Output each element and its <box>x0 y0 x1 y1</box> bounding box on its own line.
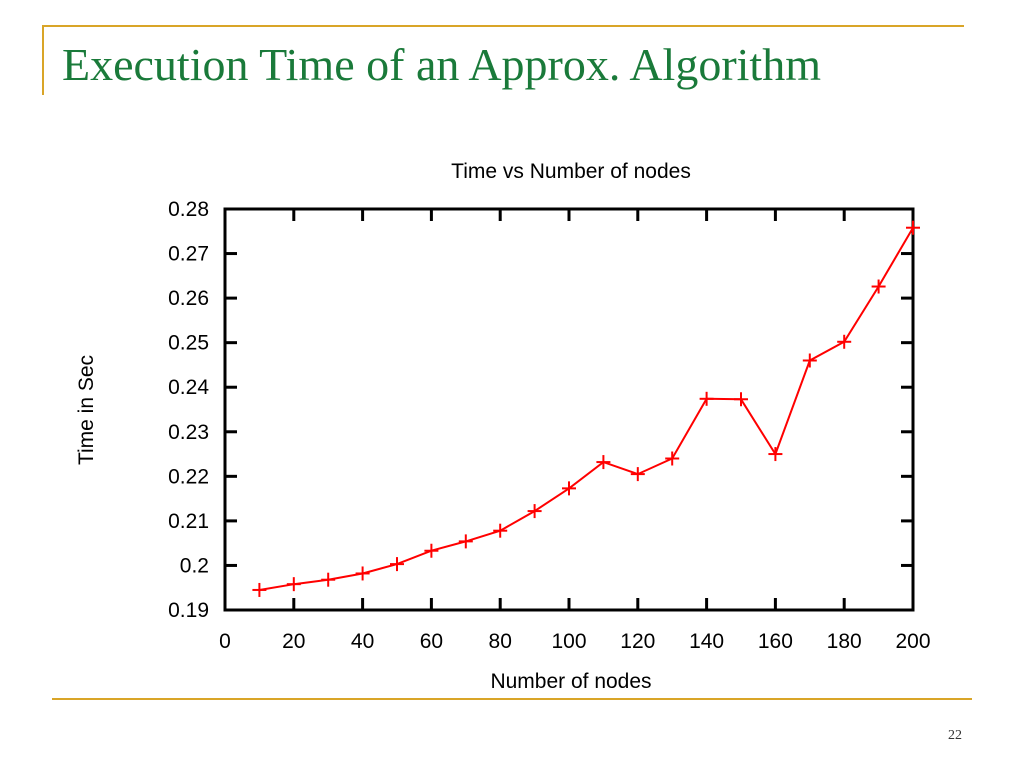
data-point-marker <box>527 504 542 519</box>
data-point-marker <box>802 353 817 368</box>
data-point-marker <box>252 582 267 597</box>
slide-title: Execution Time of an Approx. Algorithm <box>62 39 821 90</box>
data-point-marker <box>768 447 783 462</box>
y-tick-label: 0.28 <box>168 198 209 221</box>
data-point-marker <box>837 334 852 349</box>
data-point-marker <box>424 543 439 558</box>
y-tick-label: 0.22 <box>168 465 209 488</box>
series-line <box>259 227 914 591</box>
x-tick-label: 20 <box>282 630 305 653</box>
data-point-marker <box>493 523 508 538</box>
bottom-rule <box>52 698 972 700</box>
data-point-marker <box>665 451 680 466</box>
x-tick-label: 80 <box>489 630 512 653</box>
data-point-marker <box>906 220 920 235</box>
x-tick-label: 0 <box>219 630 231 653</box>
data-point-marker <box>562 481 576 496</box>
series-layer <box>252 220 920 597</box>
x-tick-label: 120 <box>620 630 655 653</box>
data-point-marker <box>630 467 645 482</box>
x-tick-label: 40 <box>351 630 374 653</box>
data-point-marker <box>596 455 611 470</box>
y-tick-label: 0.24 <box>168 376 209 399</box>
y-tick-label: 0.23 <box>168 421 209 444</box>
y-tick-label: 0.21 <box>168 510 209 533</box>
x-tick-label: 180 <box>827 630 862 653</box>
data-point-marker <box>321 572 336 587</box>
x-tick-label: 100 <box>551 630 586 653</box>
chart-title: Time vs Number of nodes <box>451 160 691 183</box>
data-point-marker <box>871 279 886 294</box>
page-number: 22 <box>948 728 962 743</box>
y-tick-label: 0.26 <box>168 287 209 310</box>
data-point-marker <box>390 557 404 572</box>
y-tick-label: 0.25 <box>168 332 209 355</box>
x-axis-label: Number of nodes <box>490 670 651 693</box>
left-rule <box>42 25 44 95</box>
y-tick-label: 0.27 <box>168 243 209 266</box>
data-point-marker <box>355 566 370 581</box>
top-rule <box>42 25 964 27</box>
data-point-marker <box>458 534 473 549</box>
data-point-marker <box>286 577 301 592</box>
tick-layer: 0 20 40 60 80 100 120 140 160 180 200 0.19 0.2 0.21 0.… <box>168 198 930 653</box>
plot-frame <box>223 207 915 612</box>
line-chart: Time vs Number of nodes Number of nodes … <box>75 160 931 693</box>
data-point-marker <box>734 392 748 407</box>
y-tick-label: 0.2 <box>180 554 209 577</box>
data-point-marker <box>699 391 714 406</box>
x-tick-label: 160 <box>758 630 793 653</box>
x-tick-label: 60 <box>420 630 443 653</box>
y-axis-label: Time in Sec <box>75 355 98 465</box>
x-tick-label: 140 <box>689 630 724 653</box>
y-tick-label: 0.19 <box>168 599 209 622</box>
x-tick-label: 200 <box>895 630 930 653</box>
